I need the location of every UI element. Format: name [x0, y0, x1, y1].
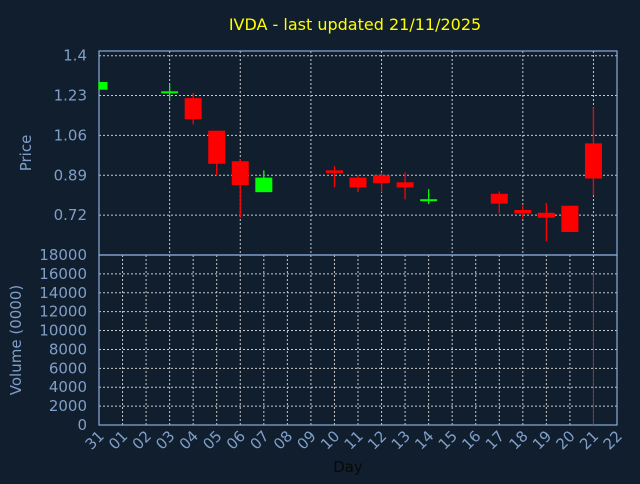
price-grid [99, 51, 617, 255]
x-tick-label: 18 [505, 427, 531, 453]
x-tick-label: 02 [129, 427, 155, 453]
x-tick-label: 12 [364, 427, 390, 453]
price-tick-label: 0.72 [54, 206, 87, 224]
volume-tick-label: 8000 [49, 340, 87, 358]
candle-body [325, 170, 343, 173]
x-tick-label: 05 [199, 427, 225, 453]
candle-body [161, 91, 179, 94]
volume-tick-labels: 0200040006000800010000120001400016000180… [39, 246, 87, 434]
x-tick-label: 15 [435, 427, 461, 453]
x-tick-label: 04 [176, 427, 202, 453]
candle-body [396, 182, 414, 188]
price-plot-frame [98, 50, 618, 256]
x-tick-label: 01 [105, 427, 131, 453]
price-tick-label: 1.4 [63, 47, 87, 65]
x-tick-label: 19 [529, 427, 555, 453]
volume-tick-label: 6000 [49, 359, 87, 377]
price-tick-label: 1.23 [54, 87, 87, 105]
x-axis-label: Day [333, 458, 363, 476]
x-tick-label: 10 [317, 427, 343, 453]
volume-grid [99, 255, 617, 425]
x-tick-label: 07 [246, 427, 272, 453]
candle-body [184, 98, 202, 120]
x-tick-label: 08 [270, 427, 296, 453]
volume-tick-label: 18000 [39, 246, 87, 264]
volume-plot-frame [98, 254, 618, 426]
x-tick-label: 09 [294, 427, 320, 453]
candle-body [349, 177, 367, 188]
candle-body [99, 81, 108, 90]
volume-tick-label: 0 [77, 416, 87, 434]
candle-body [255, 177, 273, 193]
candle-body [561, 205, 579, 233]
x-tick-label: 20 [553, 427, 579, 453]
x-tick-label: 03 [152, 427, 178, 453]
volume-tick-label: 12000 [39, 303, 87, 321]
candle-body [537, 212, 555, 218]
chart-title: IVDA - last updated 21/11/2025 [229, 15, 481, 34]
candles [98, 81, 602, 242]
candle-body [208, 130, 226, 164]
candle-body [231, 161, 249, 186]
candle-body [514, 209, 532, 214]
x-tick-label: 11 [341, 427, 367, 453]
price-tick-labels: 1.4 1.23 1.06 0.89 0.72 [54, 47, 87, 224]
volume-tick-label: 16000 [39, 265, 87, 283]
x-tick-label: 16 [458, 427, 484, 453]
volume-axis-label: Volume (0000) [7, 285, 25, 395]
x-tick-label: 06 [223, 427, 249, 453]
price-axis-label: Price [17, 135, 35, 172]
price-tick-label: 0.89 [54, 166, 87, 184]
volume-tick-label: 10000 [39, 322, 87, 340]
candle-body [584, 143, 602, 179]
x-tick-labels: 3101020304050607080910111213141516171819… [82, 427, 626, 453]
x-tick-label: 14 [411, 427, 437, 453]
volume-tick-label: 2000 [49, 397, 87, 415]
candle-body [490, 193, 508, 204]
price-tick-label: 1.06 [54, 126, 87, 144]
x-tick-label: 17 [482, 427, 508, 453]
x-tick-label: 13 [388, 427, 414, 453]
volume-tick-label: 4000 [49, 378, 87, 396]
volume-tick-label: 14000 [39, 284, 87, 302]
x-tick-label: 22 [600, 427, 626, 453]
candle-body [373, 175, 391, 184]
x-tick-label: 21 [576, 427, 602, 453]
candle-body [420, 199, 438, 202]
